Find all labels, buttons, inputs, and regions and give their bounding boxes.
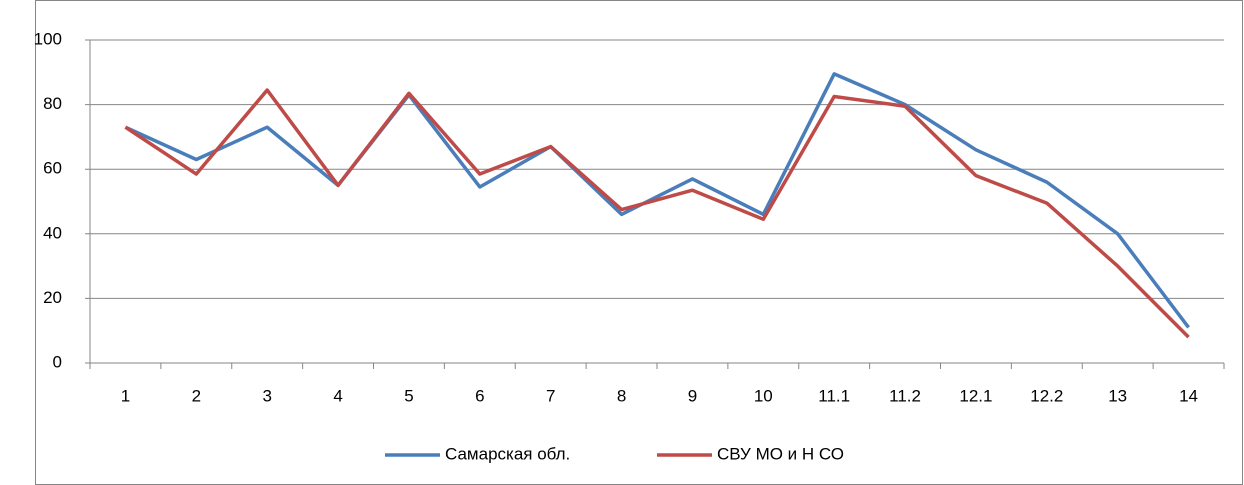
x-tick-label: 12.2 <box>1030 386 1063 405</box>
x-tick-label: 9 <box>688 386 697 405</box>
x-tick-label: 14 <box>1179 386 1198 405</box>
x-tick-label: 1 <box>121 386 130 405</box>
x-tick-label: 5 <box>404 386 413 405</box>
x-tick-label: 10 <box>754 386 773 405</box>
x-tick-label: 8 <box>617 386 626 405</box>
x-tick-label: 4 <box>333 386 342 405</box>
y-tick-label: 0 <box>53 352 62 371</box>
x-tick-label: 7 <box>546 386 555 405</box>
x-tick-label: 13 <box>1108 386 1127 405</box>
x-tick-label: 11.1 <box>818 386 850 405</box>
y-tick-label: 80 <box>43 94 62 113</box>
x-tick-label: 6 <box>475 386 484 405</box>
y-tick-label: 60 <box>43 159 62 178</box>
x-tick-label: 3 <box>262 386 271 405</box>
x-tick-label: 2 <box>192 386 201 405</box>
x-tick-label: 12.1 <box>959 386 992 405</box>
legend-label: Самарская обл. <box>445 444 570 463</box>
legend-label: СВУ МО и Н СО <box>717 444 844 463</box>
series-line <box>124 88 1190 339</box>
y-tick-label: 40 <box>43 223 62 242</box>
y-tick-label: 100 <box>34 29 62 48</box>
chart-border <box>35 0 1243 485</box>
series-line <box>124 72 1190 329</box>
y-tick-label: 20 <box>43 288 62 307</box>
x-tick-label: 11.2 <box>889 386 921 405</box>
